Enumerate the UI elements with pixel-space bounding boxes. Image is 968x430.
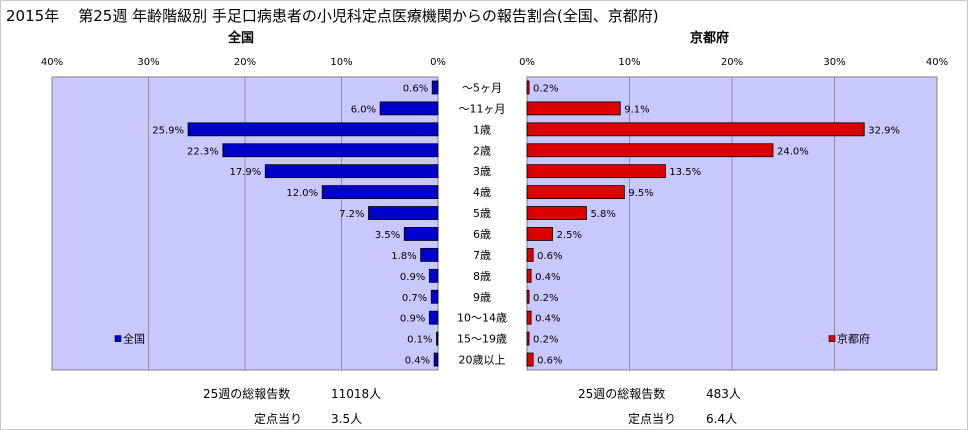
- age-category-label: 10～14歳: [457, 312, 507, 325]
- kyoto-data-label: 2.5%: [557, 230, 582, 241]
- kyoto-total-label: 25週の総報告数: [578, 387, 666, 401]
- kyoto-data-label: 9.5%: [628, 188, 653, 199]
- kyoto-bar: [526, 268, 532, 283]
- kyoto-bar: [526, 185, 625, 200]
- national-per-value: 3.5人: [331, 412, 363, 426]
- national-bar: [431, 80, 439, 95]
- kyoto-tick-label: 10%: [618, 57, 640, 68]
- kyoto-bar: [526, 289, 530, 304]
- national-data-label: 3.5%: [375, 230, 400, 241]
- kyoto-data-label: 0.2%: [533, 83, 558, 94]
- kyoto-bar: [526, 143, 774, 158]
- age-category-label: 6歳: [473, 228, 491, 241]
- kyoto-bar: [526, 331, 530, 346]
- national-tick-label: 40%: [41, 57, 63, 68]
- national-data-label: 1.8%: [391, 251, 416, 262]
- kyoto-bar: [526, 227, 554, 241]
- kyoto-total-value: 483人: [706, 387, 741, 401]
- kyoto-data-label: 0.4%: [535, 314, 560, 325]
- national-data-label: 0.4%: [405, 356, 430, 367]
- national-bar: [428, 310, 439, 325]
- kyoto-per-value: 6.4人: [706, 412, 738, 426]
- age-category-label: 3歳: [473, 165, 491, 178]
- national-data-label: 0.7%: [402, 293, 427, 304]
- national-data-label: 0.6%: [403, 83, 428, 94]
- national-total-value: 11018人: [331, 387, 382, 401]
- kyoto-bar: [526, 122, 865, 137]
- kyoto-bar: [526, 101, 621, 116]
- kyoto-bar: [526, 310, 532, 325]
- kyoto-data-label: 0.4%: [535, 272, 560, 283]
- kyoto-per-label: 定点当り: [628, 412, 677, 426]
- national-panel-title: 全国: [228, 31, 255, 46]
- kyoto-tick-label: 40%: [926, 57, 948, 68]
- age-category-label: 5歳: [473, 207, 491, 220]
- kyoto-data-label: 9.1%: [624, 104, 649, 115]
- age-category-label: 1歳: [473, 123, 491, 136]
- age-category-label: 9歳: [473, 291, 491, 304]
- kyoto-panel-title: 京都府: [690, 31, 730, 46]
- age-category-label: 7歳: [473, 249, 491, 262]
- national-bar: [264, 164, 439, 179]
- age-category-label: 2歳: [473, 144, 491, 157]
- national-tick-label: 30%: [137, 57, 159, 68]
- age-category-label: 15～19歳: [457, 333, 507, 346]
- national-data-label: 25.9%: [152, 125, 184, 136]
- national-data-label: 6.0%: [351, 104, 376, 115]
- age-category-label: 20歳以上: [459, 354, 506, 367]
- national-per-label: 定点当り: [254, 412, 303, 426]
- national-data-label: 17.9%: [229, 167, 261, 178]
- age-category-label: 8歳: [473, 270, 491, 283]
- kyoto-bar: [526, 206, 587, 220]
- national-bar: [187, 122, 439, 137]
- kyoto-bar: [526, 352, 534, 367]
- national-bar: [403, 227, 439, 241]
- national-tick-label: 10%: [330, 57, 352, 68]
- kyoto-data-label: 5.8%: [590, 209, 615, 220]
- kyoto-data-label: 0.2%: [533, 293, 558, 304]
- age-category-label: ～5ヶ月: [462, 81, 502, 94]
- kyoto-data-label: 0.2%: [533, 335, 558, 346]
- national-bar: [428, 268, 439, 283]
- national-total-label: 25週の総報告数: [203, 387, 291, 401]
- kyoto-tick-label: 20%: [721, 57, 743, 68]
- national-legend-swatch: [114, 335, 122, 342]
- national-bar: [430, 289, 439, 304]
- chart-title: 2015年 第25週 年齢階級別 手足口病患者の小児科定点医療機関からの報告割合…: [6, 5, 659, 26]
- kyoto-data-label: 0.6%: [537, 356, 562, 367]
- kyoto-tick-label: 0%: [519, 57, 535, 68]
- kyoto-data-label: 24.0%: [777, 146, 809, 157]
- kyoto-data-label: 32.9%: [868, 125, 900, 136]
- national-tick-label: 0%: [430, 57, 446, 68]
- kyoto-legend-swatch: [828, 335, 836, 342]
- national-bar: [222, 143, 439, 158]
- kyoto-legend-label: 京都府: [837, 332, 870, 346]
- kyoto-data-label: 0.6%: [537, 251, 562, 262]
- national-data-label: 0.1%: [407, 335, 432, 346]
- national-data-label: 12.0%: [286, 188, 318, 199]
- national-bar: [379, 101, 439, 116]
- kyoto-bar: [526, 164, 666, 179]
- national-data-label: 7.2%: [339, 209, 364, 220]
- kyoto-data-label: 13.5%: [669, 167, 701, 178]
- age-category-label: ～11ヶ月: [459, 102, 506, 115]
- national-bar: [420, 247, 439, 262]
- national-bar: [321, 185, 439, 200]
- national-bar: [368, 206, 439, 220]
- kyoto-bar: [526, 247, 534, 262]
- national-data-label: 22.3%: [187, 146, 219, 157]
- title-year: 2015年: [6, 7, 60, 25]
- national-bar: [436, 331, 439, 346]
- national-legend-label: 全国: [123, 332, 145, 346]
- national-data-label: 0.9%: [400, 314, 425, 325]
- national-tick-label: 20%: [234, 57, 256, 68]
- kyoto-bar: [526, 80, 530, 95]
- age-category-label: 4歳: [473, 186, 491, 199]
- national-bar: [433, 352, 439, 367]
- national-data-label: 0.9%: [400, 272, 425, 283]
- title-main: 第25週 年齢階級別 手足口病患者の小児科定点医療機関からの報告割合(全国、京都…: [78, 7, 659, 25]
- kyoto-tick-label: 30%: [823, 57, 845, 68]
